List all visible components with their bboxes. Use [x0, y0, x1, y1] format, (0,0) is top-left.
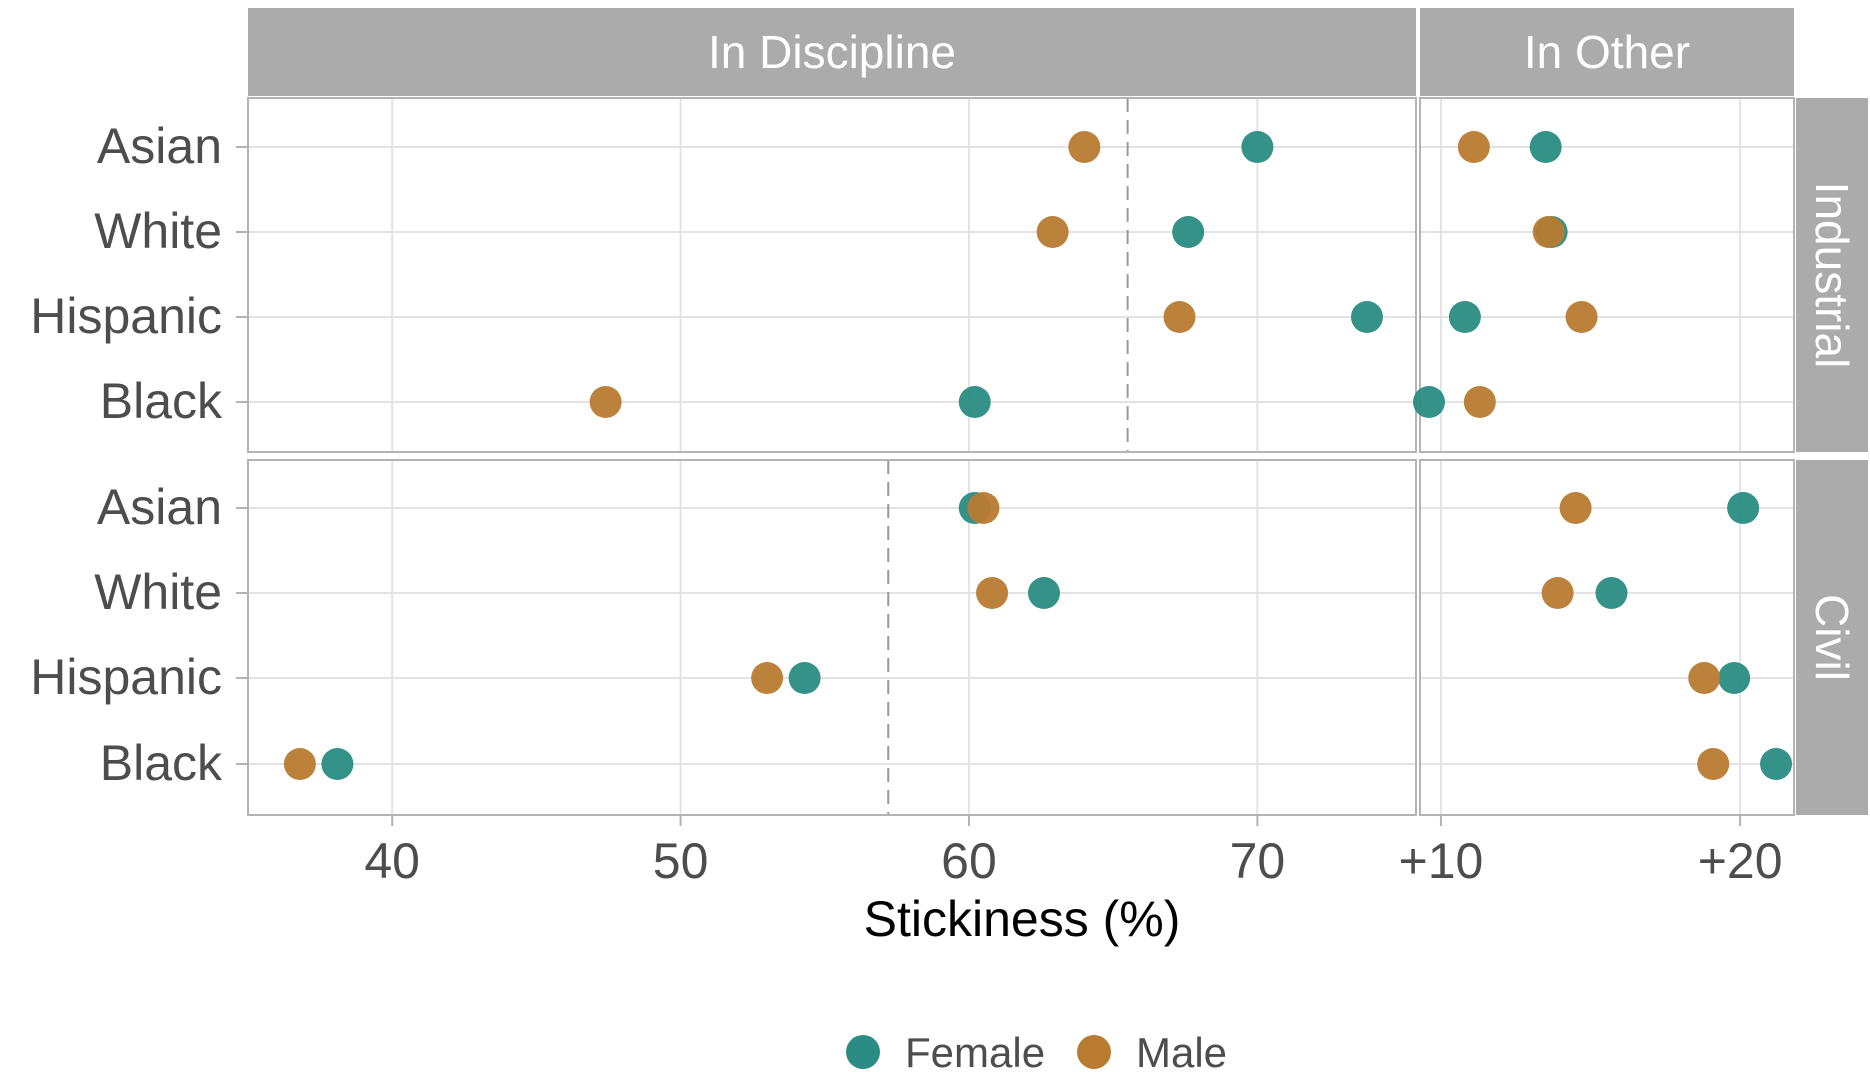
point-male-civil-in-discipline-white: [976, 577, 1009, 609]
panel-border: [1419, 459, 1795, 816]
panel-background: [1420, 460, 1794, 815]
point-male-industrial-in-discipline-hispanic: [1163, 301, 1196, 333]
point-male-civil-in-other-hispanic: [1688, 662, 1721, 694]
point-female-civil-in-other-hispanic: [1718, 662, 1751, 694]
panel-border: [247, 459, 1417, 816]
point-female-industrial-in-discipline-hispanic: [1350, 301, 1383, 333]
x-tick-label-in-other-10: +10: [1399, 833, 1484, 889]
point-male-civil-in-other-asian: [1559, 492, 1592, 524]
point-male-industrial-in-other-hispanic: [1565, 301, 1598, 333]
x-tick-label-in-discipline-40: 40: [364, 833, 420, 889]
x-tick-label-in-discipline-60: 60: [941, 833, 997, 889]
point-female-industrial-in-discipline-black: [958, 386, 991, 418]
x-tick-label-in-other-20: +20: [1698, 833, 1783, 889]
y-tick-label-industrial-white: White: [94, 203, 222, 259]
y-tick-label-civil-asian: Asian: [97, 479, 222, 535]
point-male-civil-in-other-black: [1697, 748, 1730, 780]
panel-border: [247, 97, 1417, 453]
strip-label-civil: Civil: [1806, 594, 1858, 681]
point-female-industrial-in-discipline-white: [1172, 216, 1205, 248]
point-male-civil-in-discipline-hispanic: [751, 662, 784, 694]
legend-label-female: Female: [905, 1029, 1045, 1072]
strip-in-other: [1420, 8, 1794, 96]
panel-border: [1419, 97, 1795, 453]
y-tick-label-civil-black: Black: [100, 735, 223, 791]
point-male-industrial-in-discipline-asian: [1068, 131, 1101, 163]
point-male-industrial-in-discipline-white: [1036, 216, 1069, 248]
strip-civil: [1796, 460, 1868, 815]
point-male-civil-in-discipline-asian: [967, 492, 1000, 524]
point-male-industrial-in-other-asian: [1457, 131, 1490, 163]
point-female-civil-in-discipline-hispanic: [788, 662, 821, 694]
x-tick-label-in-discipline-50: 50: [653, 833, 709, 889]
panel-civil-in-discipline: [247, 459, 1417, 816]
strip-label-in-discipline: In Discipline: [708, 26, 956, 78]
y-tick-label-industrial-asian: Asian: [97, 118, 222, 174]
panel-background: [248, 98, 1416, 452]
panel-industrial-in-other: [1412, 97, 1795, 453]
strip-label-in-other: In Other: [1524, 26, 1690, 78]
strip-industrial: [1796, 98, 1868, 452]
point-female-civil-in-other-black: [1760, 748, 1793, 780]
legend-label-male: Male: [1136, 1029, 1227, 1072]
panel-background: [248, 460, 1416, 815]
y-tick-label-industrial-black: Black: [100, 373, 223, 429]
y-tick-label-civil-hispanic: Hispanic: [30, 649, 222, 705]
point-female-civil-in-other-asian: [1727, 492, 1760, 524]
point-female-industrial-in-discipline-asian: [1241, 131, 1274, 163]
point-female-industrial-in-other-black: [1412, 386, 1445, 418]
legend-key-male: [1077, 1035, 1111, 1069]
panel-industrial-in-discipline: [247, 97, 1417, 453]
point-male-industrial-in-other-white: [1532, 216, 1565, 248]
y-tick-label-industrial-hispanic: Hispanic: [30, 288, 222, 344]
point-female-industrial-in-other-asian: [1529, 131, 1562, 163]
y-tick-label-civil-white: White: [94, 564, 222, 620]
point-female-civil-in-other-white: [1595, 577, 1628, 609]
x-axis-title: Stickiness (%): [864, 891, 1181, 947]
legend-key-female: [846, 1035, 880, 1069]
point-male-industrial-in-other-black: [1463, 386, 1496, 418]
point-male-civil-in-discipline-black: [283, 748, 316, 780]
legend: Female Male: [846, 1029, 1227, 1072]
strip-label-industrial: Industrial: [1806, 182, 1858, 369]
point-female-civil-in-discipline-white: [1027, 577, 1060, 609]
point-male-industrial-in-discipline-black: [589, 386, 622, 418]
strip-in-discipline: [248, 8, 1416, 96]
panel-civil-in-other: [1419, 459, 1795, 816]
x-tick-label-in-discipline-70: 70: [1230, 833, 1286, 889]
point-female-civil-in-discipline-black: [321, 748, 354, 780]
point-male-civil-in-other-white: [1541, 577, 1574, 609]
point-female-industrial-in-other-hispanic: [1448, 301, 1481, 333]
